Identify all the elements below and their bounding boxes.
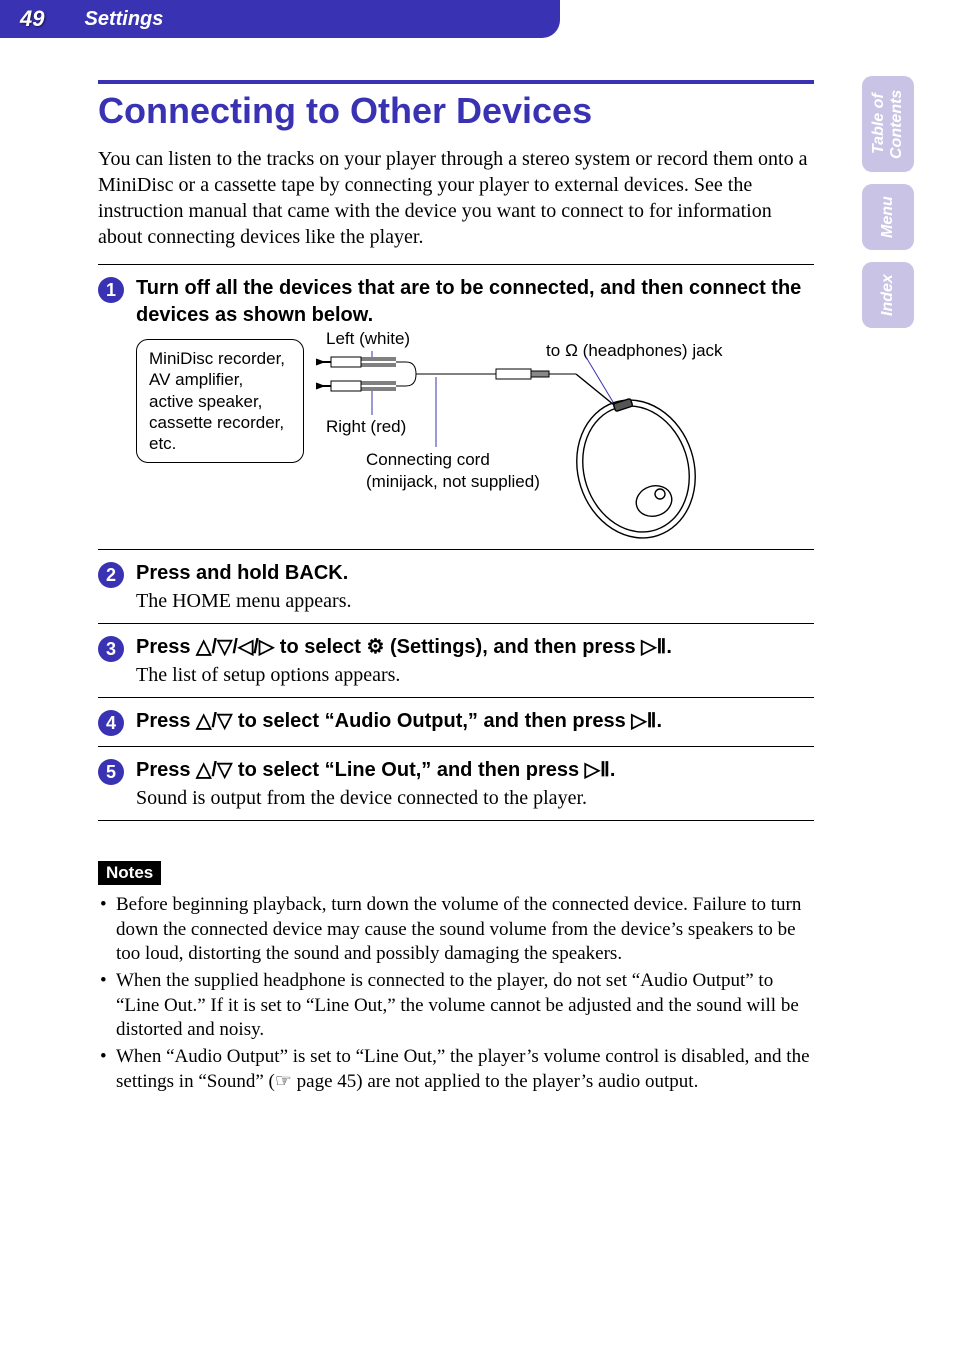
- step-heading: Turn off all the devices that are to be …: [136, 275, 814, 329]
- tab-index[interactable]: Index: [862, 262, 914, 328]
- connection-diagram: MiniDisc recorder, AV amplifier, active …: [136, 329, 814, 539]
- section-name: Settings: [84, 8, 163, 31]
- note-item: When the supplied headphone is connected…: [98, 969, 814, 1043]
- step-heading: Press △/▽/◁/▷ to select ⚙ (Settings), an…: [136, 634, 672, 661]
- step-body: The HOME menu appears.: [136, 590, 814, 613]
- header-bar: 49 Settings: [0, 0, 560, 38]
- side-tabs: Table of Contents Menu Index: [862, 76, 914, 328]
- divider: [98, 623, 814, 624]
- divider: [98, 746, 814, 747]
- step-heading: Press △/▽ to select “Audio Output,” and …: [136, 708, 662, 735]
- step-number: 1: [98, 277, 124, 303]
- step-body: The list of setup options appears.: [136, 664, 814, 687]
- step-5: 5 Press △/▽ to select “Line Out,” and th…: [98, 757, 814, 810]
- divider: [98, 549, 814, 550]
- notes-list: Before beginning playback, turn down the…: [98, 893, 814, 1095]
- step-3: 3 Press △/▽/◁/▷ to select ⚙ (Settings), …: [98, 634, 814, 687]
- tab-menu[interactable]: Menu: [862, 184, 914, 250]
- step-2: 2 Press and hold BACK. The HOME menu app…: [98, 560, 814, 613]
- page-content: Connecting to Other Devices You can list…: [98, 38, 814, 1095]
- step-body: Sound is output from the device connecte…: [136, 787, 814, 810]
- step-4: 4 Press △/▽ to select “Audio Output,” an…: [98, 708, 814, 736]
- step-number: 4: [98, 710, 124, 736]
- page-title: Connecting to Other Devices: [98, 90, 814, 132]
- note-item: Before beginning playback, turn down the…: [98, 893, 814, 967]
- step-heading: Press and hold BACK.: [136, 560, 348, 587]
- divider: [98, 697, 814, 698]
- note-item: When “Audio Output” is set to “Line Out,…: [98, 1045, 814, 1094]
- step-number: 2: [98, 562, 124, 588]
- notes-badge: Notes: [98, 861, 161, 885]
- divider: [98, 264, 814, 265]
- step-number: 3: [98, 636, 124, 662]
- step-1: 1 Turn off all the devices that are to b…: [98, 275, 814, 539]
- intro-text: You can listen to the tracks on your pla…: [98, 146, 814, 250]
- title-rule: [98, 80, 814, 84]
- tab-toc[interactable]: Table of Contents: [862, 76, 914, 172]
- divider: [98, 820, 814, 821]
- step-number: 5: [98, 759, 124, 785]
- step-heading: Press △/▽ to select “Line Out,” and then…: [136, 757, 615, 784]
- diagram-svg: [136, 329, 816, 539]
- page-number: 49: [20, 6, 44, 32]
